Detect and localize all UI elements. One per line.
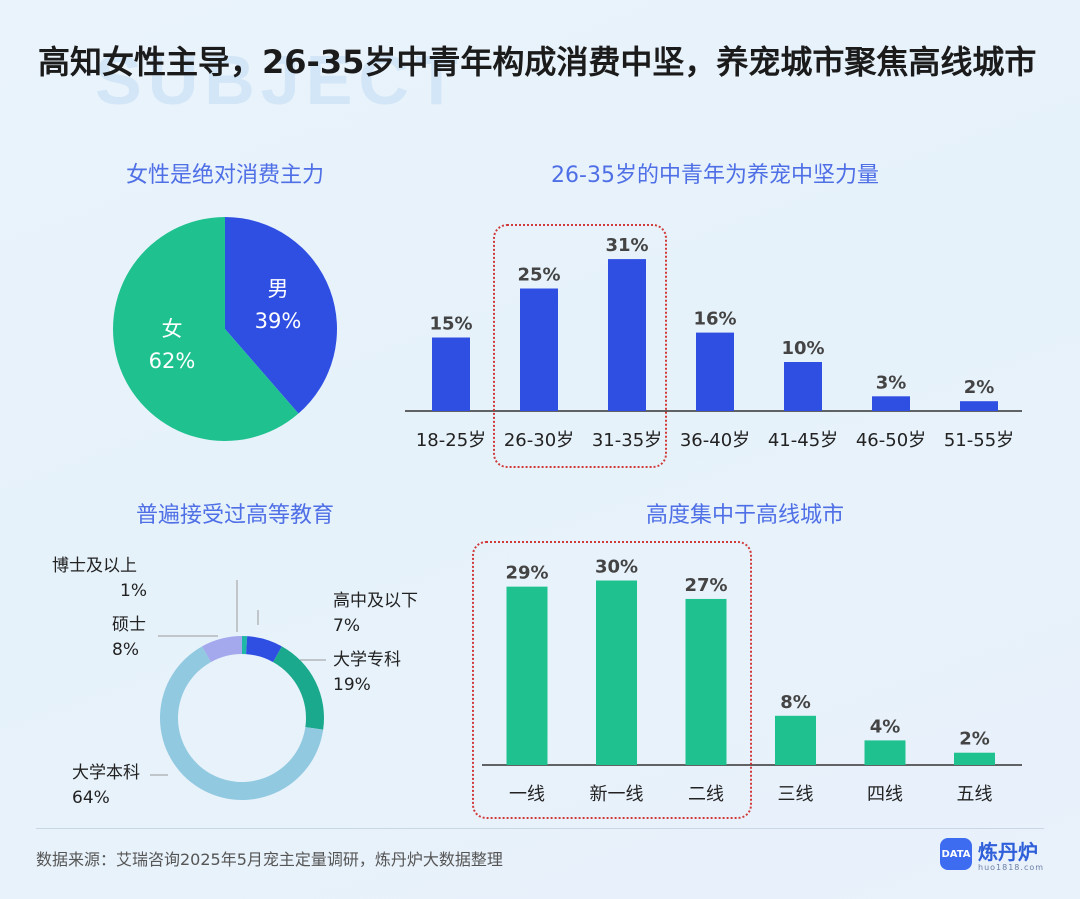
city-chart-title: 高度集中于高线城市 xyxy=(645,503,844,528)
bar xyxy=(784,362,822,411)
bar-value-label: 30% xyxy=(595,557,638,578)
age-bar-chart: 15% 18-25岁 25% 26-30岁 31% 31-35岁 16% 36-40岁 10% 4… xyxy=(405,235,1022,451)
bar xyxy=(596,580,637,765)
education-donut-chart: 博士及以上 1% 高中及以下 7% 大学专科 19% 大学本科 64% 硕士 8% xyxy=(52,556,418,808)
category-label: 四线 xyxy=(867,784,903,805)
bar xyxy=(864,740,906,765)
category-label: 五线 xyxy=(957,784,993,805)
bar-value-label: 3% xyxy=(876,372,907,393)
pie-slice-label: 男 xyxy=(268,277,289,301)
bar-value-label: 27% xyxy=(684,575,727,596)
bar xyxy=(506,586,548,765)
bar-value-label: 10% xyxy=(781,338,824,359)
category-label: 51-55岁 xyxy=(944,430,1014,451)
donut-slice xyxy=(273,646,324,730)
category-label: 46-50岁 xyxy=(856,430,926,451)
bar-value-label: 2% xyxy=(959,729,990,750)
age-highlight-box xyxy=(493,224,667,468)
bar xyxy=(954,752,995,765)
bar-value-label: 31% xyxy=(605,235,648,256)
background-watermark-word: SUBJECT xyxy=(95,41,464,119)
donut-slice xyxy=(202,636,242,663)
bar-value-label: 8% xyxy=(780,692,811,713)
bar-value-label: 29% xyxy=(505,563,548,584)
bar-value-label: 2% xyxy=(964,377,995,398)
category-label: 一线 xyxy=(509,784,545,805)
bar xyxy=(685,598,727,765)
brand-url: huo1818.com xyxy=(978,863,1045,872)
bar-value-label: 25% xyxy=(517,265,560,286)
footer-divider xyxy=(36,828,1044,829)
category-label: 26-30岁 xyxy=(504,430,574,451)
donut-slice xyxy=(246,636,282,663)
bar xyxy=(872,396,910,411)
pie-slice-value: 62% xyxy=(149,349,196,373)
brand-badge: DATA xyxy=(940,838,972,870)
source-note: 数据来源：艾瑞咨询2025年5月宠主定量调研，炼丹炉大数据整理 xyxy=(36,850,503,869)
pie-slice-label: 女 xyxy=(162,317,183,341)
donut-slice-value: 64% xyxy=(72,788,110,808)
category-label: 18-25岁 xyxy=(416,430,486,451)
education-chart-title: 普遍接受过高等教育 xyxy=(135,503,334,528)
donut-slice-label: 硕士 xyxy=(112,615,146,635)
gender-chart-title: 女性是绝对消费主力 xyxy=(125,163,324,188)
category-label: 三线 xyxy=(778,784,814,805)
gender-pie-chart: 男 39% 女 62% xyxy=(112,217,337,442)
page-title: 高知女性主导，26-35岁中青年构成消费中坚，养宠城市聚焦高线城市 xyxy=(38,43,1037,81)
donut-slice-label: 高中及以下 xyxy=(333,591,418,611)
brand-name: 炼丹炉 xyxy=(978,840,1038,864)
donut-slice-label: 大学专科 xyxy=(333,650,401,670)
donut-slice-value: 19% xyxy=(333,675,371,695)
bar xyxy=(432,337,470,411)
pie-slice-male xyxy=(225,217,337,414)
donut-slice-label: 大学本科 xyxy=(72,763,140,783)
brand-logo: DATA 炼丹炉 huo1818.com xyxy=(940,836,1052,876)
bar xyxy=(960,401,998,411)
category-label: 41-45岁 xyxy=(768,430,838,451)
donut-slice-value: 1% xyxy=(120,581,147,601)
donut-slice-label: 博士及以上 xyxy=(52,556,137,576)
donut-slice xyxy=(242,636,248,655)
donut-slice-value: 8% xyxy=(112,640,139,660)
bar xyxy=(696,332,734,411)
city-highlight-box xyxy=(472,541,752,819)
pie-slice-value: 39% xyxy=(255,309,302,333)
bar-value-label: 16% xyxy=(693,309,736,330)
bar-value-label: 4% xyxy=(870,716,901,737)
donut-slice-value: 7% xyxy=(333,616,360,636)
bar xyxy=(608,259,646,411)
pie-slice-female xyxy=(112,217,299,442)
category-label: 31-35岁 xyxy=(592,430,662,451)
age-chart-title: 26-35岁的中青年为养宠中坚力量 xyxy=(551,163,879,188)
bar xyxy=(520,288,558,411)
category-label: 二线 xyxy=(688,784,724,805)
category-label: 新一线 xyxy=(590,784,644,805)
city-bar-chart: 29% 一线 30% 新一线 27% 二线 8% 三线 4% 四线 2% 五线 xyxy=(482,557,1022,805)
bar xyxy=(775,715,816,765)
bar-value-label: 15% xyxy=(429,314,472,335)
category-label: 36-40岁 xyxy=(680,430,750,451)
